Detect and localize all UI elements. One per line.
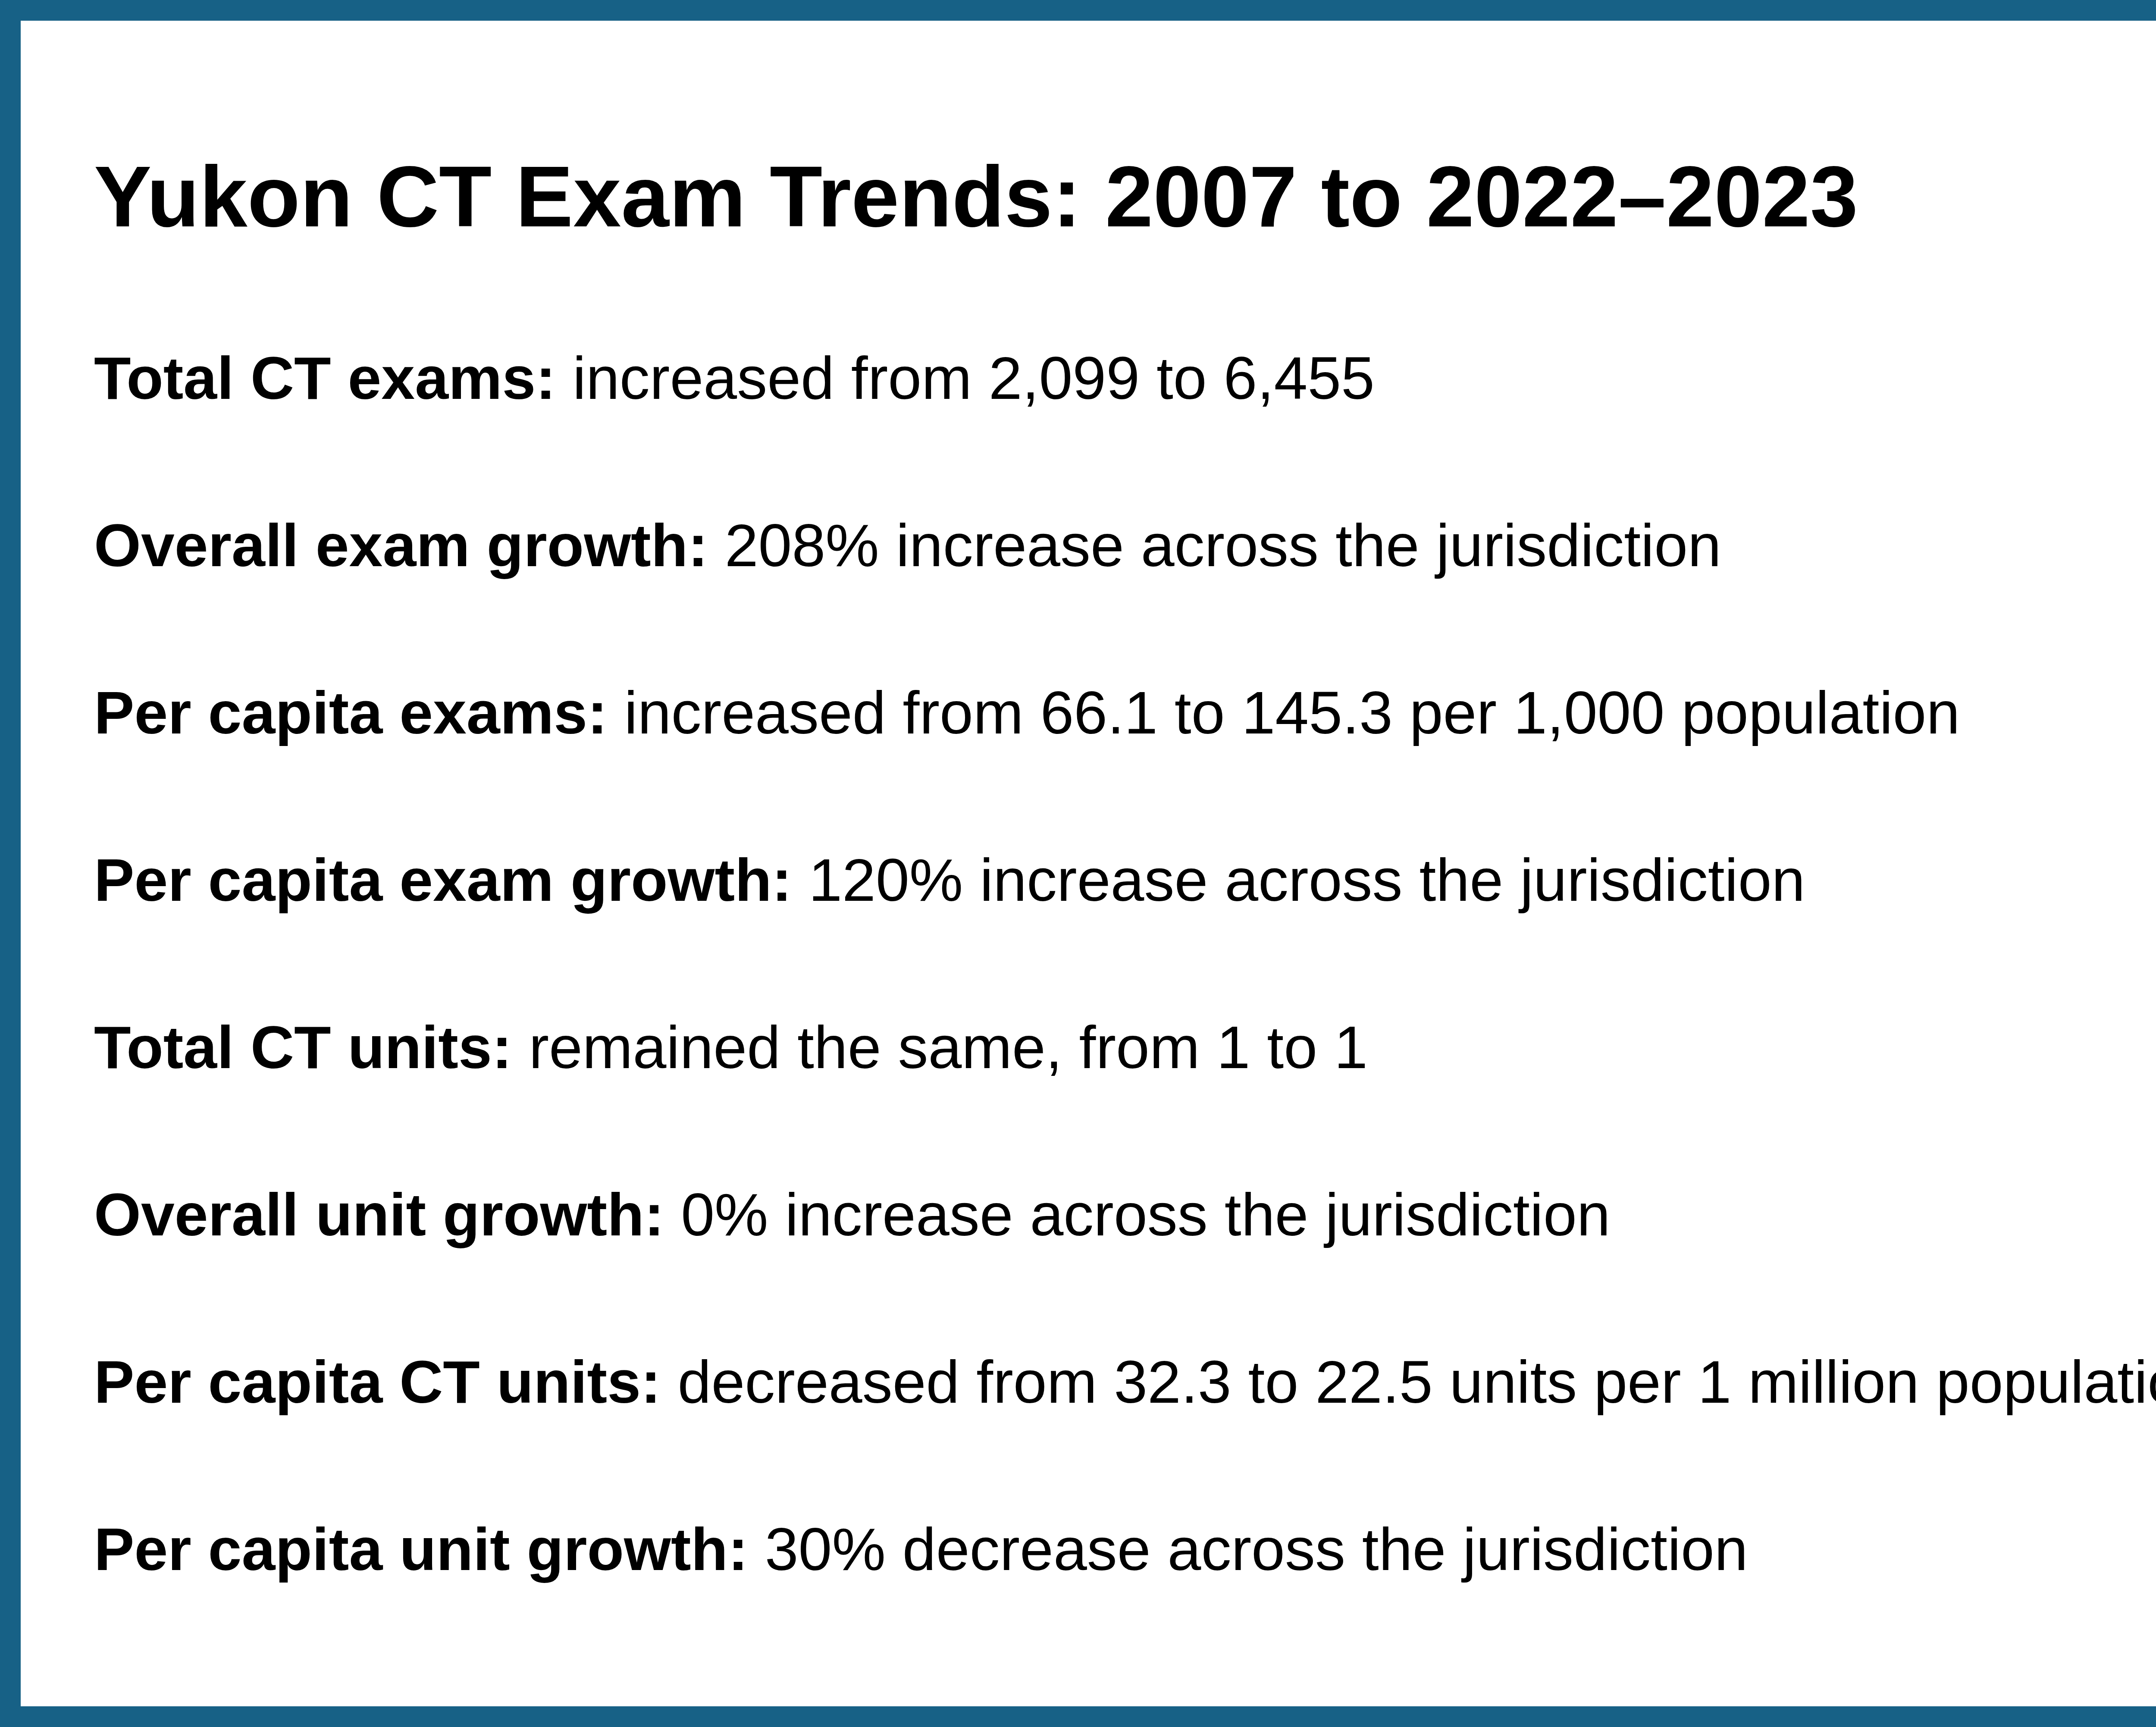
- stat-label: Total CT exams:: [94, 344, 556, 412]
- stat-label: Per capita CT units:: [94, 1348, 661, 1416]
- stat-line-per-capita-exams: Per capita exams: increased from 66.1 to…: [94, 677, 2156, 749]
- stat-line-overall-exam-growth: Overall exam growth: 208% increase acros…: [94, 509, 2156, 582]
- stat-value: 120% increase across the jurisdiction: [808, 846, 1805, 914]
- stat-line-total-ct-units: Total CT units: remained the same, from …: [94, 1011, 2156, 1084]
- report-card-frame: Yukon CT Exam Trends: 2007 to 2022–2023 …: [0, 0, 2156, 1727]
- stat-label: Per capita exams:: [94, 679, 608, 746]
- page-title: Yukon CT Exam Trends: 2007 to 2022–2023: [94, 147, 2156, 246]
- stat-line-per-capita-unit-growth: Per capita unit growth: 30% decrease acr…: [94, 1513, 2156, 1586]
- stat-value: 30% decrease across the jurisdiction: [765, 1515, 1748, 1583]
- stat-line-total-ct-exams: Total CT exams: increased from 2,099 to …: [94, 342, 2156, 414]
- stat-line-overall-unit-growth: Overall unit growth: 0% increase across …: [94, 1178, 2156, 1251]
- stat-value: decreased from 32.3 to 22.5 units per 1 …: [678, 1348, 2156, 1416]
- stat-label: Per capita exam growth:: [94, 846, 792, 914]
- stat-label: Overall unit growth:: [94, 1181, 664, 1248]
- stat-value: increased from 66.1 to 145.3 per 1,000 p…: [624, 679, 1960, 746]
- stat-label: Total CT units:: [94, 1013, 512, 1081]
- stat-label: Per capita unit growth:: [94, 1515, 748, 1583]
- stat-label: Overall exam growth:: [94, 511, 708, 579]
- stat-line-per-capita-ct-units: Per capita CT units: decreased from 32.3…: [94, 1346, 2156, 1418]
- stat-value: increased from 2,099 to 6,455: [573, 344, 1375, 412]
- stat-value: remained the same, from 1 to 1: [529, 1013, 1367, 1081]
- report-content: Yukon CT Exam Trends: 2007 to 2022–2023 …: [41, 41, 2156, 1686]
- stat-value: 208% increase across the jurisdiction: [725, 511, 1721, 579]
- stat-line-per-capita-exam-growth: Per capita exam growth: 120% increase ac…: [94, 844, 2156, 916]
- stat-value: 0% increase across the jurisdiction: [681, 1181, 1610, 1248]
